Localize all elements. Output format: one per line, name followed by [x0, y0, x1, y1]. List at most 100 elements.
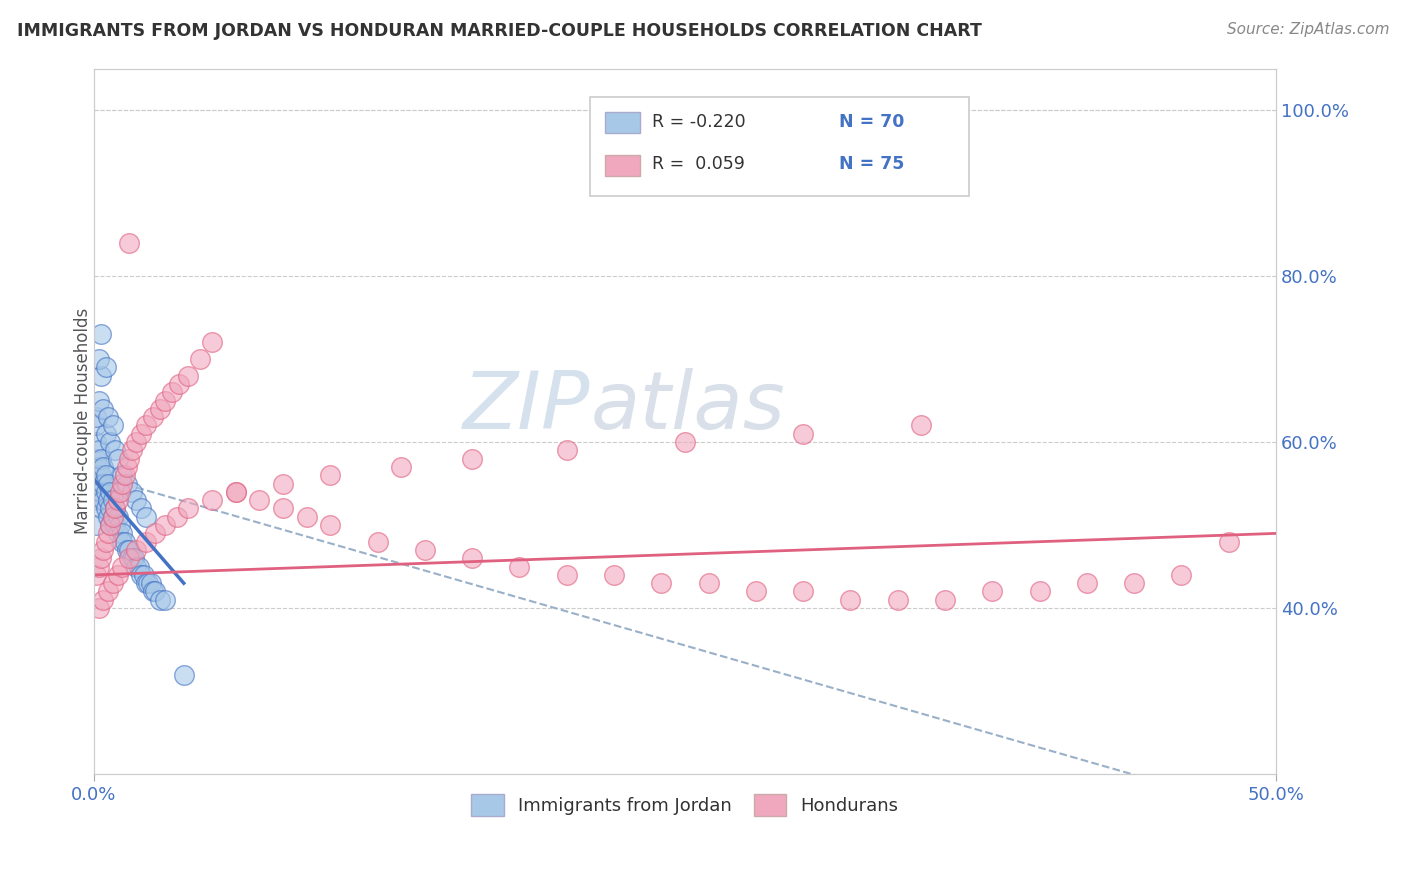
Point	[129, 568, 152, 582]
Point	[118, 235, 141, 250]
Point	[673, 435, 696, 450]
Point	[101, 509, 124, 524]
Point	[389, 460, 412, 475]
Point	[136, 576, 159, 591]
Point	[104, 501, 127, 516]
Point	[90, 368, 112, 383]
Point	[93, 460, 115, 475]
Point	[177, 368, 200, 383]
Point	[87, 393, 110, 408]
Point	[93, 476, 115, 491]
Point	[93, 592, 115, 607]
Point	[90, 327, 112, 342]
Point	[461, 551, 484, 566]
Point	[166, 509, 188, 524]
Point	[87, 476, 110, 491]
Point	[271, 476, 294, 491]
Point	[1170, 568, 1192, 582]
Point	[115, 476, 138, 491]
Point	[135, 509, 157, 524]
Point	[153, 393, 176, 408]
Point	[108, 518, 131, 533]
Point	[910, 418, 932, 433]
Point	[111, 476, 134, 491]
Point	[201, 493, 224, 508]
Point	[115, 460, 138, 475]
Point	[271, 501, 294, 516]
Point	[104, 501, 127, 516]
Point	[173, 667, 195, 681]
Point	[122, 551, 145, 566]
Point	[104, 518, 127, 533]
Point	[100, 435, 122, 450]
Point	[90, 484, 112, 499]
Point	[650, 576, 672, 591]
Point	[84, 518, 107, 533]
Point	[508, 559, 530, 574]
Point	[100, 484, 122, 499]
Point	[84, 418, 107, 433]
FancyBboxPatch shape	[591, 96, 969, 195]
Point	[87, 443, 110, 458]
Point	[97, 526, 120, 541]
Point	[153, 592, 176, 607]
Point	[1028, 584, 1050, 599]
Point	[107, 526, 129, 541]
Point	[149, 401, 172, 416]
Point	[121, 551, 143, 566]
Point	[107, 509, 129, 524]
Point	[413, 543, 436, 558]
Point	[934, 592, 956, 607]
Point	[97, 410, 120, 425]
Point	[129, 426, 152, 441]
Point	[104, 443, 127, 458]
Point	[132, 568, 155, 582]
Point	[93, 401, 115, 416]
Point	[94, 484, 117, 499]
Point	[87, 493, 110, 508]
Point	[145, 584, 167, 599]
Point	[792, 426, 814, 441]
Point	[125, 435, 148, 450]
Point	[108, 484, 131, 499]
Point	[87, 601, 110, 615]
Text: Source: ZipAtlas.com: Source: ZipAtlas.com	[1226, 22, 1389, 37]
Point	[188, 352, 211, 367]
Point	[84, 435, 107, 450]
Point	[97, 493, 120, 508]
Point	[84, 568, 107, 582]
Point	[101, 576, 124, 591]
Point	[94, 426, 117, 441]
Point	[160, 385, 183, 400]
Point	[125, 559, 148, 574]
Point	[167, 376, 190, 391]
Point	[295, 509, 318, 524]
Point	[84, 468, 107, 483]
Point	[114, 468, 136, 483]
Point	[555, 568, 578, 582]
Point	[367, 534, 389, 549]
Point	[249, 493, 271, 508]
Point	[981, 584, 1004, 599]
Point	[139, 576, 162, 591]
Point	[225, 484, 247, 499]
Point	[125, 543, 148, 558]
Point	[94, 360, 117, 375]
Point	[225, 484, 247, 499]
Point	[107, 493, 129, 508]
Point	[94, 534, 117, 549]
Point	[603, 568, 626, 582]
Point	[153, 518, 176, 533]
Point	[100, 501, 122, 516]
Text: N = 75: N = 75	[838, 155, 904, 173]
Text: R =  0.059: R = 0.059	[652, 155, 745, 173]
Point	[792, 584, 814, 599]
Point	[886, 592, 908, 607]
Point	[125, 493, 148, 508]
Point	[107, 451, 129, 466]
Point	[97, 509, 120, 524]
Text: ZIP: ZIP	[463, 368, 591, 446]
Point	[97, 584, 120, 599]
Point	[93, 543, 115, 558]
Point	[111, 526, 134, 541]
